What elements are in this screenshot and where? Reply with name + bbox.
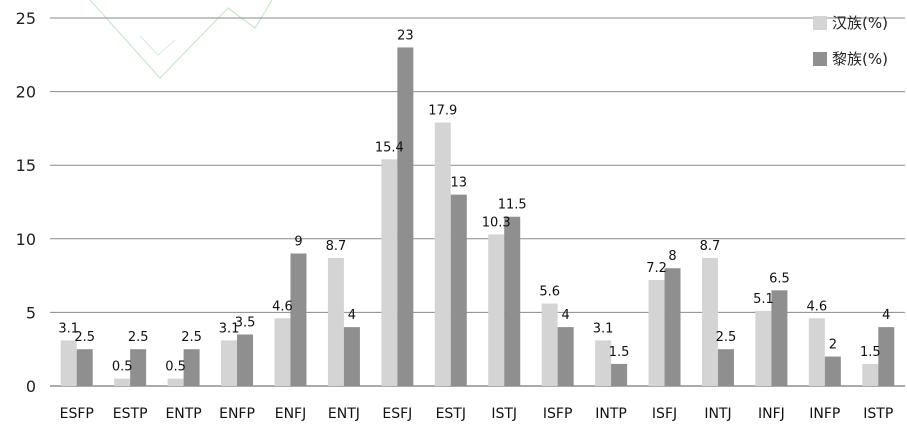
bar: [434, 122, 451, 387]
legend-label: 黎族(%): [832, 50, 888, 68]
bar: [648, 280, 665, 386]
data-label: 23: [397, 28, 414, 43]
bars: [60, 47, 895, 387]
data-label: 6.5: [769, 271, 790, 286]
bar: [755, 310, 772, 386]
bar: [824, 356, 841, 386]
y-tick-label: 20: [16, 83, 36, 102]
data-label: 2: [829, 338, 837, 353]
bar: [60, 340, 77, 386]
y-axis-ticks: 0 5 10 15 20 25: [16, 9, 36, 396]
x-category-label: ESFP: [60, 406, 94, 422]
data-label: 2.5: [128, 330, 149, 345]
bar: [557, 327, 574, 386]
data-label: 3.1: [219, 321, 240, 336]
data-label: 10.3: [482, 215, 511, 230]
y-tick-label: 0: [26, 377, 36, 396]
data-label: 4: [882, 308, 890, 323]
data-label: 0.5: [165, 360, 186, 375]
bar: [541, 303, 558, 386]
bar: [114, 378, 131, 386]
x-category-label: ENFJ: [275, 406, 307, 422]
data-label: 2.5: [716, 330, 737, 345]
legend: 汉族(%) 黎族(%): [813, 14, 888, 68]
data-label: 15.4: [375, 140, 404, 155]
bar: [450, 194, 467, 386]
bar: [237, 334, 254, 386]
bar: [327, 257, 344, 386]
y-tick-label: 15: [16, 156, 36, 175]
data-label: 2.5: [181, 330, 202, 345]
data-label: 0.5: [112, 360, 133, 375]
x-category-label: ISTP: [863, 406, 893, 422]
x-axis-categories: ESFP ESTP ENTP ENFP ENFJ ENTJ ESFJ ESTJ ISTJ ISFP…: [60, 406, 894, 422]
bar: [343, 327, 360, 386]
bar: [130, 349, 147, 386]
bar: [274, 318, 291, 386]
data-label: 2.5: [74, 330, 95, 345]
data-label: 4: [562, 308, 570, 323]
bar: [701, 257, 718, 386]
x-category-label: ISFP: [543, 406, 573, 422]
bar: [76, 349, 93, 386]
legend-swatch: [813, 16, 827, 30]
data-label: 5.6: [539, 285, 560, 300]
bar: [808, 318, 825, 386]
data-label: 8.7: [700, 239, 721, 254]
y-tick-label: 5: [26, 303, 36, 322]
bar: [397, 47, 414, 386]
x-category-label: INFP: [809, 406, 840, 422]
bar: [183, 349, 200, 386]
x-category-label: ENFP: [219, 406, 255, 422]
x-category-label: ESTP: [113, 406, 148, 422]
data-label: 1.5: [609, 345, 630, 360]
data-label: 4.6: [807, 299, 828, 314]
data-label: 7.2: [646, 261, 667, 276]
x-category-label: ESFJ: [382, 406, 412, 422]
bar: [290, 253, 307, 386]
bar: [878, 327, 895, 386]
data-label: 17.9: [428, 104, 457, 119]
x-category-label: INTP: [595, 406, 627, 422]
data-labels: 3.12.50.52.50.52.53.13.54.69 8.7415.42317…: [58, 28, 890, 374]
x-category-label: ENTP: [165, 406, 201, 422]
bar: [717, 349, 734, 386]
data-label: 5.1: [753, 292, 774, 307]
data-label: 1.5: [860, 345, 881, 360]
bar: [221, 340, 238, 386]
x-category-label: ISTJ: [491, 406, 517, 422]
legend-swatch: [813, 52, 827, 66]
bar: [381, 159, 398, 386]
data-label: 11.5: [498, 198, 527, 213]
y-tick-label: 25: [16, 9, 36, 28]
x-category-label: INFJ: [758, 406, 785, 422]
bar: [595, 340, 612, 386]
data-label: 13: [451, 176, 468, 191]
data-label: 8: [668, 249, 676, 264]
bar: [488, 234, 505, 386]
x-category-label: ISFJ: [652, 406, 677, 422]
data-label: 9: [294, 235, 302, 250]
bar: [167, 378, 184, 386]
data-label: 3.1: [58, 321, 79, 336]
y-tick-label: 10: [16, 230, 36, 249]
bar: [504, 216, 521, 386]
data-label: 8.7: [326, 239, 347, 254]
legend-label: 汉族(%): [832, 14, 888, 32]
x-category-label: ESTJ: [436, 406, 466, 422]
bar: [771, 290, 788, 386]
x-category-label: ENTJ: [328, 406, 360, 422]
data-label: 4: [348, 308, 356, 323]
bar: [664, 268, 681, 386]
data-label: 4.6: [272, 299, 293, 314]
background-decoration: [89, 0, 273, 79]
data-label: 3.5: [235, 315, 256, 330]
bar: [862, 363, 879, 386]
bar: [611, 363, 628, 386]
x-category-label: INTJ: [704, 406, 731, 422]
data-label: 3.1: [593, 321, 614, 336]
